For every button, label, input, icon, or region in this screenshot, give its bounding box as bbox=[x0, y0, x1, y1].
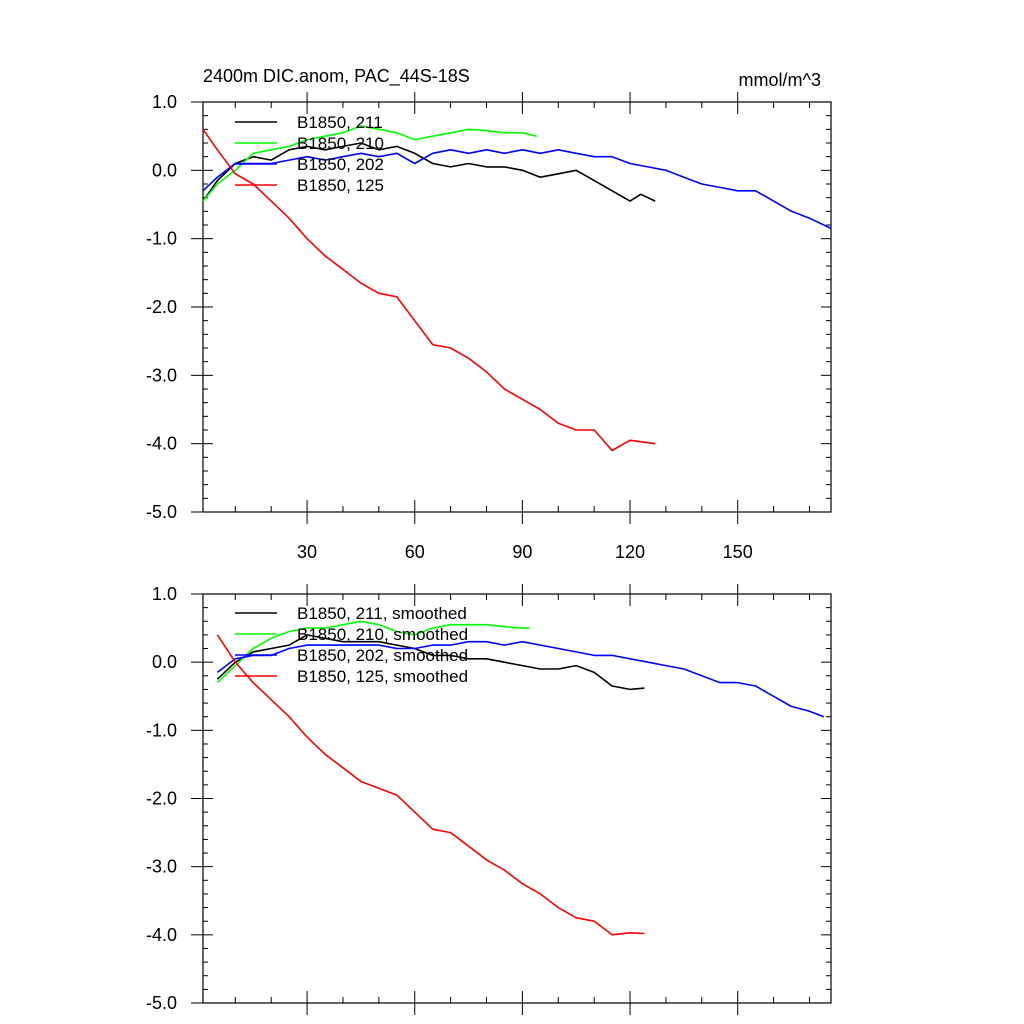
chart-title: 2400m DIC.anom, PAC_44S-18S bbox=[203, 66, 470, 87]
x-tick-label: 30 bbox=[297, 542, 317, 562]
series-line bbox=[202, 128, 656, 452]
series-line bbox=[202, 149, 832, 230]
legend-label: B1850, 125, smoothed bbox=[297, 667, 468, 686]
y-tick-label: -4.0 bbox=[146, 925, 177, 945]
legend-label: B1850, 202 bbox=[297, 155, 384, 174]
series-line bbox=[216, 620, 530, 684]
legend-label: B1850, 211, smoothed bbox=[297, 604, 467, 623]
x-tick-label: 60 bbox=[405, 542, 425, 562]
y-tick-label: -4.0 bbox=[146, 434, 177, 454]
legend-label: B1850, 202, smoothed bbox=[297, 646, 468, 665]
series-line bbox=[202, 125, 537, 202]
chart-panel-raw: -5.0 -4.0 -3.0 -2.0 -1.0 0.0 1.0 30 60 90 120 150 24… bbox=[146, 66, 832, 562]
chart-panel-smoothed: -5.0 -4.0 -3.0 -2.0 -1.0 0.0 1.0 B1850, 211, sm… bbox=[146, 584, 832, 1015]
units-label: mmol/m^3 bbox=[739, 70, 821, 90]
y-tick-label: 1.0 bbox=[152, 92, 177, 112]
y-tick-label: 1.0 bbox=[152, 584, 177, 604]
y-tick-label: -2.0 bbox=[146, 789, 177, 809]
y-tick-label: -5.0 bbox=[146, 993, 177, 1013]
legend-label: B1850, 125 bbox=[297, 176, 384, 195]
series-line bbox=[216, 634, 645, 691]
x-tick-label: 150 bbox=[723, 542, 753, 562]
y-tick-label: -2.0 bbox=[146, 297, 177, 317]
x-tick-label: 90 bbox=[512, 542, 532, 562]
y-tick-label: 0.0 bbox=[152, 652, 177, 672]
legend-label: B1850, 210 bbox=[297, 134, 384, 153]
x-tick-label: 120 bbox=[615, 542, 645, 562]
y-tick-label: -1.0 bbox=[146, 229, 177, 249]
y-tick-label: -3.0 bbox=[146, 857, 177, 877]
series-line bbox=[216, 640, 825, 718]
y-tick-label: -3.0 bbox=[146, 365, 177, 385]
y-tick-label: -1.0 bbox=[146, 720, 177, 740]
y-tick-label: -5.0 bbox=[146, 502, 177, 522]
legend-label: B1850, 210, smoothed bbox=[297, 625, 468, 644]
series-line bbox=[202, 142, 656, 202]
y-tick-label: 0.0 bbox=[152, 160, 177, 180]
series-line bbox=[216, 634, 645, 936]
legend-label: B1850, 211 bbox=[297, 113, 383, 132]
